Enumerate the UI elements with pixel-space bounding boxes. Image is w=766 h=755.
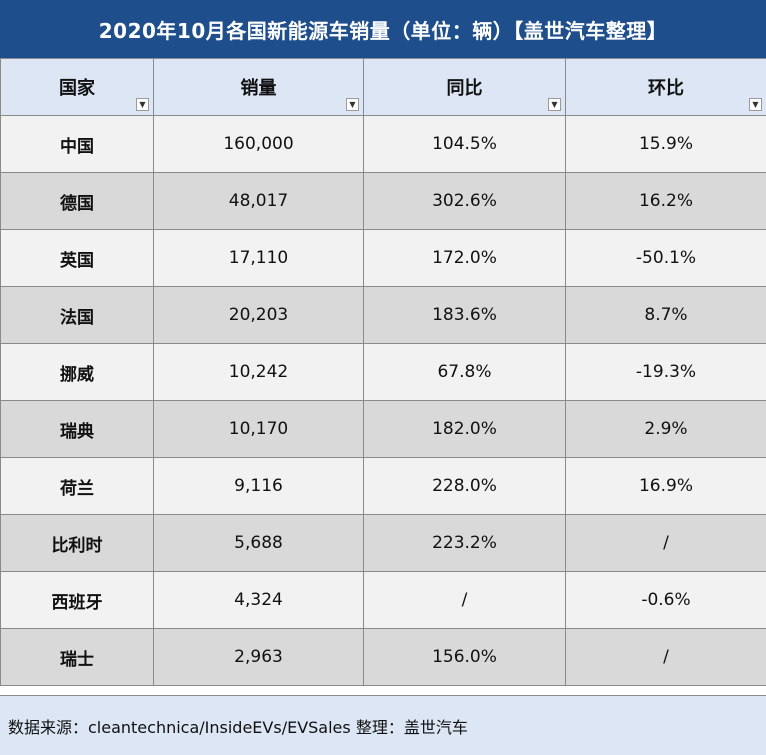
chevron-down-icon[interactable]: ▼ [136,98,149,111]
table-row: 荷兰 9,116 228.0% 16.9% [0,457,766,515]
cell-sales[interactable]: 10,170 [153,400,364,458]
table-row: 中国 160,000 104.5% 15.9% [0,115,766,173]
cell-country[interactable]: 德国 [0,172,154,230]
cell-mom[interactable]: 2.9% [565,400,766,458]
table-row: 德国 48,017 302.6% 16.2% [0,172,766,230]
cell-country[interactable]: 瑞士 [0,628,154,686]
header-country: 国家 ▼ [0,58,154,116]
chevron-down-icon[interactable]: ▼ [346,98,359,111]
cell-country[interactable]: 西班牙 [0,571,154,629]
cell-yoy[interactable]: / [363,571,566,629]
sheet-title: 2020年10月各国新能源车销量（单位：辆）【盖世汽车整理】 [0,0,766,58]
cell-sales[interactable]: 9,116 [153,457,364,515]
cell-sales[interactable]: 10,242 [153,343,364,401]
cell-sales[interactable]: 20,203 [153,286,364,344]
cell-yoy[interactable]: 228.0% [363,457,566,515]
table-row: 瑞士 2,963 156.0% / [0,628,766,686]
cell-mom[interactable]: -19.3% [565,343,766,401]
header-label: 同比 [446,78,483,99]
header-sales: 销量 ▼ [153,58,364,116]
cell-yoy[interactable]: 223.2% [363,514,566,572]
cell-yoy[interactable]: 67.8% [363,343,566,401]
cell-yoy[interactable]: 172.0% [363,229,566,287]
cell-yoy[interactable]: 182.0% [363,400,566,458]
cell-sales[interactable]: 48,017 [153,172,364,230]
header-label: 环比 [648,78,684,99]
cell-country[interactable]: 瑞典 [0,400,154,458]
cell-yoy[interactable]: 302.6% [363,172,566,230]
header-yoy: 同比 ▼ [363,58,566,116]
cell-country[interactable]: 荷兰 [0,457,154,515]
sales-table: 国家 ▼ 销量 ▼ 同比 ▼ 环比 ▼ 中国 160,000 104.5% 15.9% 德国 48… [0,58,766,686]
table-row: 挪威 10,242 67.8% -19.3% [0,343,766,401]
cell-mom[interactable]: 8.7% [565,286,766,344]
cell-mom[interactable]: 16.9% [565,457,766,515]
cell-mom[interactable]: 15.9% [565,115,766,173]
header-label: 销量 [240,78,277,99]
cell-country[interactable]: 中国 [0,115,154,173]
table-body: 中国 160,000 104.5% 15.9% 德国 48,017 302.6% 16.2% 英… [0,115,766,686]
cell-country[interactable]: 比利时 [0,514,154,572]
cell-yoy[interactable]: 156.0% [363,628,566,686]
cell-yoy[interactable]: 104.5% [363,115,566,173]
table-row: 瑞典 10,170 182.0% 2.9% [0,400,766,458]
cell-country[interactable]: 法国 [0,286,154,344]
cell-sales[interactable]: 5,688 [153,514,364,572]
chevron-down-icon[interactable]: ▼ [548,98,561,111]
cell-sales[interactable]: 4,324 [153,571,364,629]
cell-sales[interactable]: 17,110 [153,229,364,287]
table-row: 比利时 5,688 223.2% / [0,514,766,572]
header-mom: 环比 ▼ [565,58,766,116]
cell-mom[interactable]: -0.6% [565,571,766,629]
cell-mom[interactable]: / [565,514,766,572]
header-row: 国家 ▼ 销量 ▼ 同比 ▼ 环比 ▼ [0,58,766,116]
cell-country[interactable]: 英国 [0,229,154,287]
header-label: 国家 [59,78,95,99]
table-row: 西班牙 4,324/-0.6% [0,571,766,629]
cell-mom[interactable]: -50.1% [565,229,766,287]
chevron-down-icon[interactable]: ▼ [749,98,762,111]
table-row: 英国 17,110 172.0% -50.1% [0,229,766,287]
cell-country[interactable]: 挪威 [0,343,154,401]
source-footer: 数据来源：cleantechnica/InsideEVs/EVSales 整理：… [0,695,766,755]
cell-mom[interactable]: / [565,628,766,686]
cell-yoy[interactable]: 183.6% [363,286,566,344]
table-row: 法国 20,203 183.6% 8.7% [0,286,766,344]
cell-mom[interactable]: 16.2% [565,172,766,230]
cell-sales[interactable]: 160,000 [153,115,364,173]
cell-sales[interactable]: 2,963 [153,628,364,686]
